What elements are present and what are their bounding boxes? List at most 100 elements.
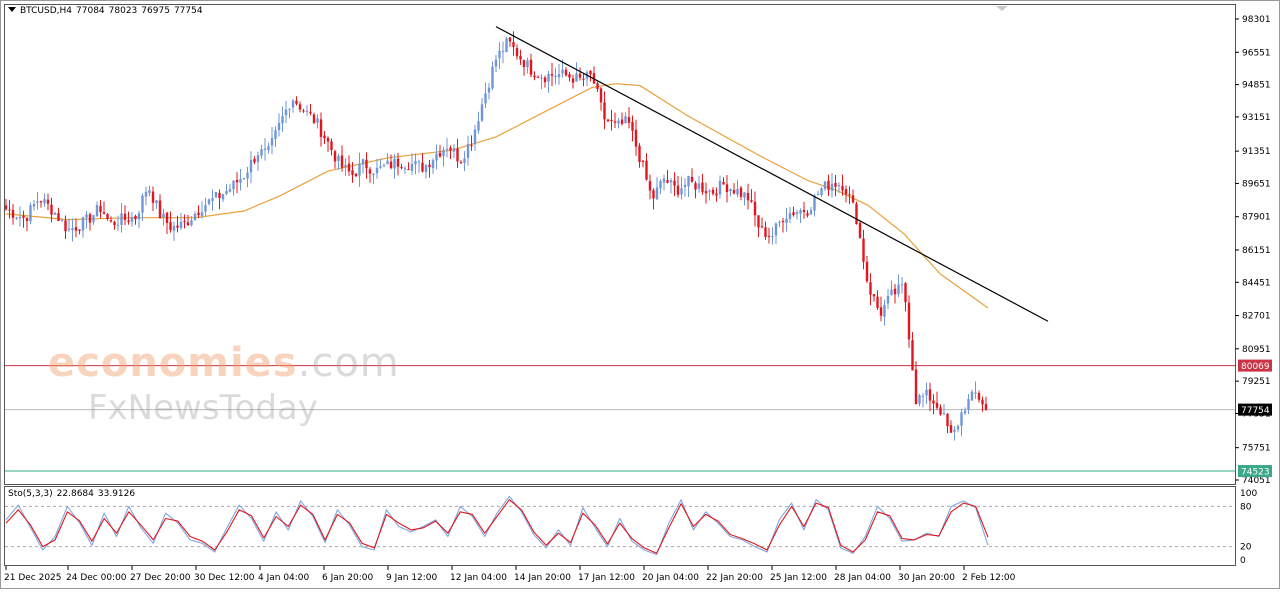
candle-bear xyxy=(64,220,67,232)
candle-bull xyxy=(799,210,802,214)
y-tick-label: 75751 xyxy=(1242,444,1271,454)
candle-bear xyxy=(183,220,186,222)
ohlc-low: 76975 xyxy=(141,6,170,16)
candle-bear xyxy=(613,121,617,123)
candle-bear xyxy=(599,88,603,103)
candle-bear xyxy=(739,187,743,197)
candle-bear xyxy=(984,404,988,410)
x-tick-label: 12 Jan 04:00 xyxy=(450,573,507,583)
candle-bear xyxy=(893,288,897,295)
watermark-fxnewstoday: FxNewsToday xyxy=(88,388,318,428)
candle-bear xyxy=(848,194,851,196)
candle-bear xyxy=(533,75,536,78)
ohlc-high: 78023 xyxy=(108,6,138,16)
candle-bear xyxy=(8,209,11,211)
candle-bear xyxy=(428,164,431,168)
candle-bull xyxy=(445,148,449,150)
candle-bear xyxy=(946,413,949,427)
candle-bull xyxy=(372,174,375,176)
candle-bear xyxy=(827,180,830,190)
candle-bear xyxy=(911,340,914,371)
x-tick-label: 2 Feb 12:00 xyxy=(962,573,1016,583)
candle-bear xyxy=(802,209,806,213)
x-tick-label: 22 Jan 20:00 xyxy=(706,573,763,583)
candle-bear xyxy=(88,214,92,223)
candle-bear xyxy=(907,302,911,340)
candle-bear xyxy=(876,296,879,308)
candle-bull xyxy=(81,217,85,231)
candle-bull xyxy=(71,228,74,231)
stochastic-label: Sto(5,3,3) xyxy=(8,489,53,499)
candle-bull xyxy=(120,213,123,225)
candle-bear xyxy=(711,189,715,194)
candle-bear xyxy=(512,42,515,47)
candle-bull xyxy=(414,160,417,165)
candle-bear xyxy=(676,185,680,195)
candle-bear xyxy=(578,73,582,78)
candle-bear xyxy=(449,147,452,151)
candle-bull xyxy=(375,167,379,174)
candle-bear xyxy=(176,225,179,228)
candle-bull xyxy=(260,149,263,156)
stochastic-tick-label: 20 xyxy=(1240,543,1252,553)
candle-bear xyxy=(596,83,599,90)
candle-bear xyxy=(536,76,540,78)
candle-bear xyxy=(365,159,368,169)
candle-bull xyxy=(795,212,799,215)
candle-bear xyxy=(158,200,162,219)
stochastic-tick-label: 100 xyxy=(1240,489,1257,499)
candle-bull xyxy=(561,69,564,74)
candle-bear xyxy=(620,119,624,124)
candle-bull xyxy=(683,184,687,188)
candle-bear xyxy=(732,189,736,194)
candle-bull xyxy=(36,201,39,203)
candle-bull xyxy=(837,185,841,187)
candle-bull xyxy=(820,188,823,195)
candle-bull xyxy=(207,199,211,205)
candle-bull xyxy=(32,203,36,207)
candle-bull xyxy=(358,163,361,176)
y-tick-label: 80951 xyxy=(1242,345,1271,355)
candle-bull xyxy=(148,190,151,194)
candle-bear xyxy=(319,119,323,137)
candle-bull xyxy=(494,59,498,67)
y-tick-label: 93151 xyxy=(1242,113,1271,123)
candle-bear xyxy=(407,169,410,171)
x-tick-label: 24 Dec 00:00 xyxy=(66,573,127,583)
candle-bear xyxy=(298,104,302,110)
candle-bear xyxy=(78,229,81,231)
candle-bear xyxy=(851,195,855,203)
candle-bull xyxy=(228,189,232,192)
candle-bull xyxy=(344,164,347,168)
chevron-down-icon[interactable] xyxy=(8,7,16,12)
current-price-tag xyxy=(1238,403,1272,416)
candle-bull xyxy=(60,219,64,221)
stochastic-main-value: 22.8684 xyxy=(56,489,94,499)
candle-bear xyxy=(109,220,113,222)
x-tick-label: 14 Jan 20:00 xyxy=(514,573,571,583)
candle-bull xyxy=(788,213,792,219)
candle-bear xyxy=(704,191,708,194)
candle-bear xyxy=(701,182,704,192)
candle-bear xyxy=(295,100,298,104)
candle-bull xyxy=(921,395,925,397)
candle-bull xyxy=(953,429,956,432)
candle-bull xyxy=(270,138,274,146)
candle-bear xyxy=(879,307,883,316)
trendline xyxy=(495,26,1049,322)
candle-bear xyxy=(760,226,764,228)
candle-bull xyxy=(221,194,225,200)
candle-bear xyxy=(666,180,669,183)
x-tick-label: 4 Jan 04:00 xyxy=(258,573,310,583)
x-tick-label: 20 Jan 04:00 xyxy=(642,573,699,583)
candle-bull xyxy=(179,221,183,229)
candle-bear xyxy=(914,369,918,405)
candle-bear xyxy=(400,167,403,169)
candle-bull xyxy=(452,148,456,152)
candle-bull xyxy=(29,205,32,222)
y-tick-label: 84451 xyxy=(1242,278,1271,288)
candle-bear xyxy=(568,74,571,78)
candle-bull xyxy=(95,205,99,217)
candle-bull xyxy=(708,190,711,192)
